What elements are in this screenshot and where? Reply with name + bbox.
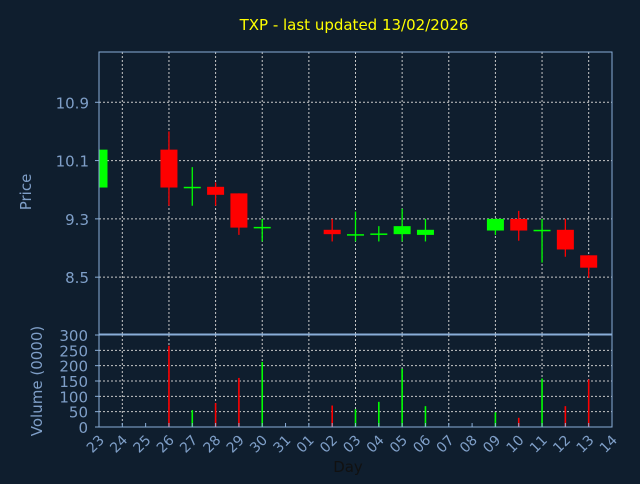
x-tick-label: 05 [387,433,411,457]
x-tick-label: 25 [131,433,155,457]
price-y-tick-label: 8.5 [65,269,89,287]
candle-body [533,229,551,232]
volume-bar [331,405,333,427]
volume-y-tick-label: 0 [78,419,88,437]
volume-bar [401,368,403,427]
x-tick-label: 01 [294,433,318,457]
volume-plot-frame [98,334,613,428]
x-tick-label: 13 [574,433,598,457]
price-y-tick-label: 10.9 [56,94,89,112]
x-tick-label: 02 [317,433,341,457]
candle-body [556,229,574,250]
candle-body [486,218,504,231]
volume-y-tick-label: 100 [59,388,88,406]
x-tick-label: 10 [504,433,528,457]
x-tick-label: 12 [550,433,574,457]
x-tick-label: 04 [364,432,388,456]
candle-body [416,229,434,235]
volume-bar [517,417,520,427]
axes: 23 24 25 26 27 28 29 30 31 01 02 03 04 05 06 07 08 09 10 11… [56,51,621,457]
candle-body [323,229,341,235]
volume-y-tick-label: 250 [59,342,88,360]
x-tick-label: 29 [224,433,248,457]
candle-body [183,186,201,189]
x-tick-label: 28 [200,433,224,457]
price-grid [99,52,612,334]
candle-body [347,234,364,236]
volume-y-tick-label: 300 [59,327,88,345]
price-axis-label: Price [17,174,35,211]
volume-bar [354,409,357,427]
x-tick-label: 24 [107,432,131,456]
volume-bar [238,377,240,427]
candle-body [99,149,108,188]
candle-body [393,226,411,235]
volume-bar [564,406,567,427]
x-tick-label: 07 [434,433,458,457]
candle-body [253,226,271,229]
volume-y-tick-label: 50 [69,404,88,422]
x-tick-label: 06 [410,432,434,456]
x-tick-label: 09 [480,433,504,457]
x-axis-label: Day [333,458,363,476]
volume-y-tick-label: 150 [59,373,88,391]
x-tick-label: 11 [527,433,551,457]
volume-bar [214,403,217,427]
volume-bar [541,378,543,427]
candles [99,131,598,278]
x-tick-label: 27 [177,433,201,457]
x-tick-label: 26 [154,432,178,456]
volume-bar [494,412,497,427]
candle-body [580,255,598,268]
volume-bar [168,345,170,427]
volume-bar [587,379,590,427]
candle-body [160,149,178,188]
x-tick-label: 08 [457,433,481,457]
volume-bar [378,401,380,427]
price-y-tick-label: 9.3 [65,211,89,229]
x-tick-label: 30 [247,433,271,457]
candle-body [230,193,248,228]
price-y-tick-label: 10.1 [56,153,89,171]
candle-body [370,233,388,235]
x-tick-label: 03 [340,433,364,457]
volume-axis-label: Volume (0000) [28,326,46,436]
volume-bars [168,345,590,427]
volume-bar [191,410,194,427]
x-tick-label: 14 [597,432,621,456]
chart-title: TXP - last updated 13/02/2026 [239,16,469,34]
price-plot-frame [98,51,613,335]
volume-bar [424,406,427,427]
volume-bar [261,361,264,427]
candle-body [207,186,225,195]
x-tick-label: 31 [270,433,294,457]
volume-y-tick-label: 200 [59,358,88,376]
candle-body [510,218,528,231]
